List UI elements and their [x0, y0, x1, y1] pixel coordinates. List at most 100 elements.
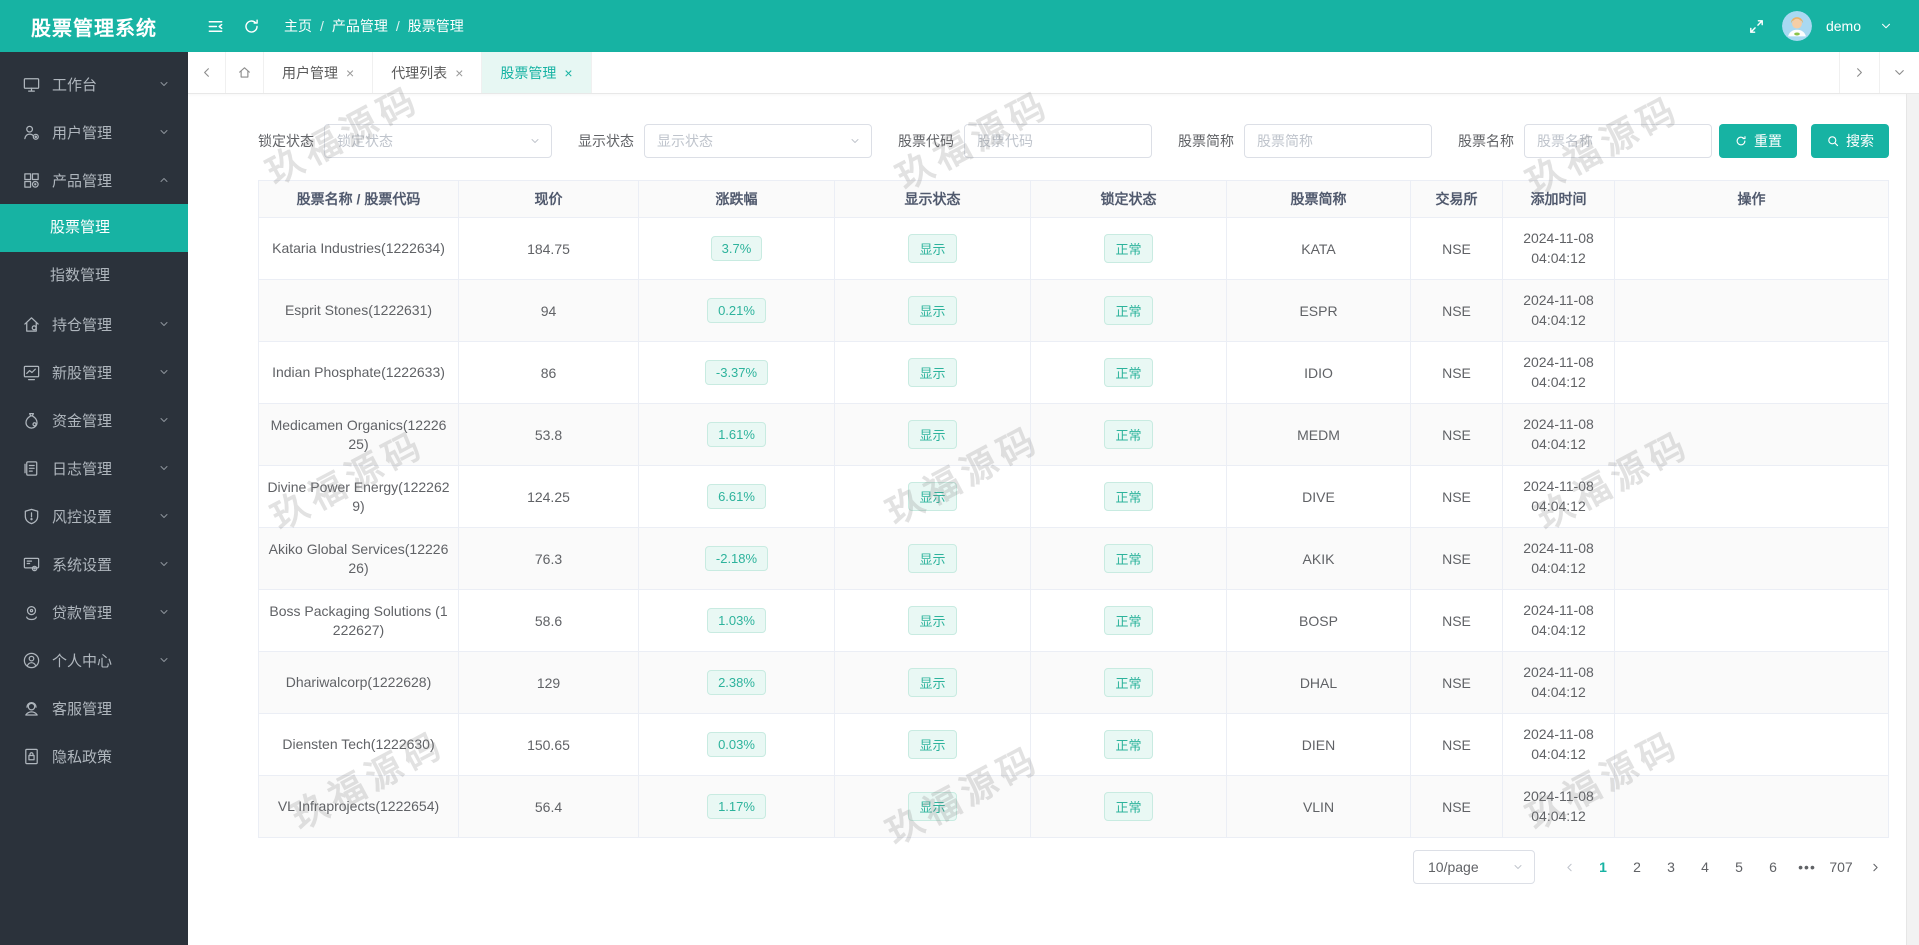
- breadcrumb-home[interactable]: 主页: [284, 18, 312, 34]
- change-badge: 2.38%: [707, 670, 766, 695]
- tabs-scroll-right-button[interactable]: [1839, 52, 1879, 93]
- sidebar-item-system-settings[interactable]: 系统设置: [0, 540, 188, 588]
- display-status-select[interactable]: 显示状态: [644, 124, 872, 158]
- system-gear-icon: [22, 555, 41, 574]
- table-row: Dhariwalcorp(1222628) 129 2.38% 显示 正常 DH…: [258, 651, 1889, 714]
- sidebar-item-funds-mgmt[interactable]: 资金管理: [0, 396, 188, 444]
- short-name-cell: IDIO: [1226, 341, 1411, 404]
- sidebar-subitem-label: 股票管理: [50, 219, 111, 236]
- prev-page-button[interactable]: [1555, 852, 1583, 882]
- sidebar-item-personal-center[interactable]: 个人中心: [0, 636, 188, 684]
- log-icon: [22, 459, 41, 478]
- chevron-down-icon: [158, 126, 170, 138]
- price-cell: 129: [458, 651, 639, 714]
- sidebar-item-index-mgmt[interactable]: 指数管理: [0, 252, 188, 300]
- change-cell: 1.61%: [638, 403, 835, 466]
- breadcrumb-separator: /: [320, 18, 324, 34]
- sidebar-item-log-mgmt[interactable]: 日志管理: [0, 444, 188, 492]
- page-number-4[interactable]: 4: [1701, 859, 1709, 875]
- close-icon[interactable]: ×: [564, 64, 573, 81]
- tab-agent-list[interactable]: 代理列表 ×: [373, 52, 483, 93]
- fullscreen-icon[interactable]: [1746, 15, 1768, 37]
- short-name-cell: BOSP: [1226, 589, 1411, 652]
- stock-name-cell: Dhariwalcorp(1222628): [258, 651, 459, 714]
- sidebar-item-stock-mgmt[interactable]: 股票管理: [0, 204, 188, 252]
- page-number-last[interactable]: 707: [1829, 859, 1853, 875]
- table-row: VL Infraprojects(1222654) 56.4 1.17% 显示 …: [258, 775, 1889, 838]
- sidebar-item-privacy-policy[interactable]: 隐私政策: [0, 732, 188, 780]
- close-icon[interactable]: ×: [455, 64, 464, 81]
- close-icon[interactable]: ×: [346, 64, 355, 81]
- sidebar-item-new-stock-mgmt[interactable]: 新股管理: [0, 348, 188, 396]
- change-badge: -3.37%: [704, 360, 769, 385]
- change-cell: -2.18%: [638, 527, 835, 590]
- action-cell: [1614, 403, 1889, 466]
- lock-status-cell: 正常: [1030, 527, 1227, 590]
- tabs-scroll-left-button[interactable]: [188, 52, 226, 93]
- avatar[interactable]: [1781, 11, 1812, 41]
- change-badge: 3.7%: [710, 236, 763, 261]
- lock-status-badge: 正常: [1104, 792, 1153, 821]
- lock-status-badge: 正常: [1104, 606, 1153, 635]
- vertical-scrollbar[interactable]: [1906, 94, 1919, 945]
- collapse-sidebar-icon[interactable]: [204, 15, 226, 37]
- lock-status-select[interactable]: 锁定状态: [324, 124, 552, 158]
- username[interactable]: demo: [1825, 18, 1861, 34]
- column-header-short: 股票简称: [1226, 180, 1411, 218]
- moneybag-icon: [22, 411, 41, 430]
- tabs-menu-chevron-icon[interactable]: [1879, 52, 1919, 93]
- display-status-cell: 显示: [834, 465, 1031, 528]
- sidebar-item-label: 客服管理: [52, 700, 113, 718]
- column-header-display: 显示状态: [834, 180, 1031, 218]
- page-number-5[interactable]: 5: [1735, 859, 1743, 875]
- stock-short-input[interactable]: [1244, 124, 1432, 158]
- reset-button[interactable]: 重置: [1719, 124, 1797, 158]
- change-cell: 1.03%: [638, 589, 835, 652]
- tab-user-mgmt[interactable]: 用户管理 ×: [264, 52, 374, 93]
- action-cell: [1614, 279, 1889, 342]
- lock-status-cell: 正常: [1030, 465, 1227, 528]
- stock-name-cell: Divine Power Energy(1222629): [258, 465, 459, 528]
- refresh-icon: [1736, 136, 1746, 146]
- sidebar-item-user-mgmt[interactable]: 用户管理: [0, 108, 188, 156]
- chevron-up-icon: [158, 174, 170, 186]
- lock-status-cell: 正常: [1030, 279, 1227, 342]
- user-menu-chevron-icon[interactable]: [1875, 15, 1897, 37]
- tab-stock-mgmt[interactable]: 股票管理 ×: [482, 52, 592, 93]
- page-size-select[interactable]: 10/page: [1413, 850, 1535, 884]
- stock-name-input[interactable]: [1524, 124, 1712, 158]
- page-number-1[interactable]: 1: [1599, 859, 1607, 875]
- column-header-price: 现价: [458, 180, 639, 218]
- sidebar-item-customer-service[interactable]: 客服管理: [0, 684, 188, 732]
- page-number-3[interactable]: 3: [1667, 859, 1675, 875]
- sidebar-item-risk-settings[interactable]: 风控设置: [0, 492, 188, 540]
- price-cell: 53.8: [458, 403, 639, 466]
- page-number-2[interactable]: 2: [1633, 859, 1641, 875]
- stock-code-input[interactable]: [964, 124, 1152, 158]
- home-tab-icon[interactable]: [226, 52, 264, 93]
- price-cell: 124.25: [458, 465, 639, 528]
- pagination-ellipsis[interactable]: •••: [1798, 859, 1816, 875]
- search-button[interactable]: 搜索: [1811, 124, 1889, 158]
- change-badge: -2.18%: [704, 546, 769, 571]
- sidebar-item-product-mgmt[interactable]: 产品管理: [0, 156, 188, 204]
- pagination: 10/page 1 2 3 4 5 6 ••• 707: [258, 850, 1889, 884]
- next-page-button[interactable]: [1861, 852, 1889, 882]
- breadcrumb-product-mgmt[interactable]: 产品管理: [331, 18, 388, 34]
- stock-name-cell: Kataria Industries(1222634): [258, 217, 459, 280]
- sidebar-item-position-mgmt[interactable]: 持仓管理: [0, 300, 188, 348]
- display-status-cell: 显示: [834, 279, 1031, 342]
- refresh-icon[interactable]: [240, 15, 262, 37]
- change-cell: 3.7%: [638, 217, 835, 280]
- select-placeholder: 锁定状态: [337, 133, 393, 149]
- stock-name-cell: Esprit Stones(1222631): [258, 279, 459, 342]
- layout: 工作台 用户管理 产品管理 股票管理 指数管理 持仓管理: [0, 52, 1919, 945]
- action-cell: [1614, 465, 1889, 528]
- lock-status-cell: 正常: [1030, 775, 1227, 838]
- page-number-6[interactable]: 6: [1769, 859, 1777, 875]
- loan-icon: [22, 603, 41, 622]
- sidebar-item-workbench[interactable]: 工作台: [0, 60, 188, 108]
- sidebar-item-loan-mgmt[interactable]: 贷款管理: [0, 588, 188, 636]
- lock-status-badge: 正常: [1104, 730, 1153, 759]
- exchange-cell: NSE: [1410, 403, 1503, 466]
